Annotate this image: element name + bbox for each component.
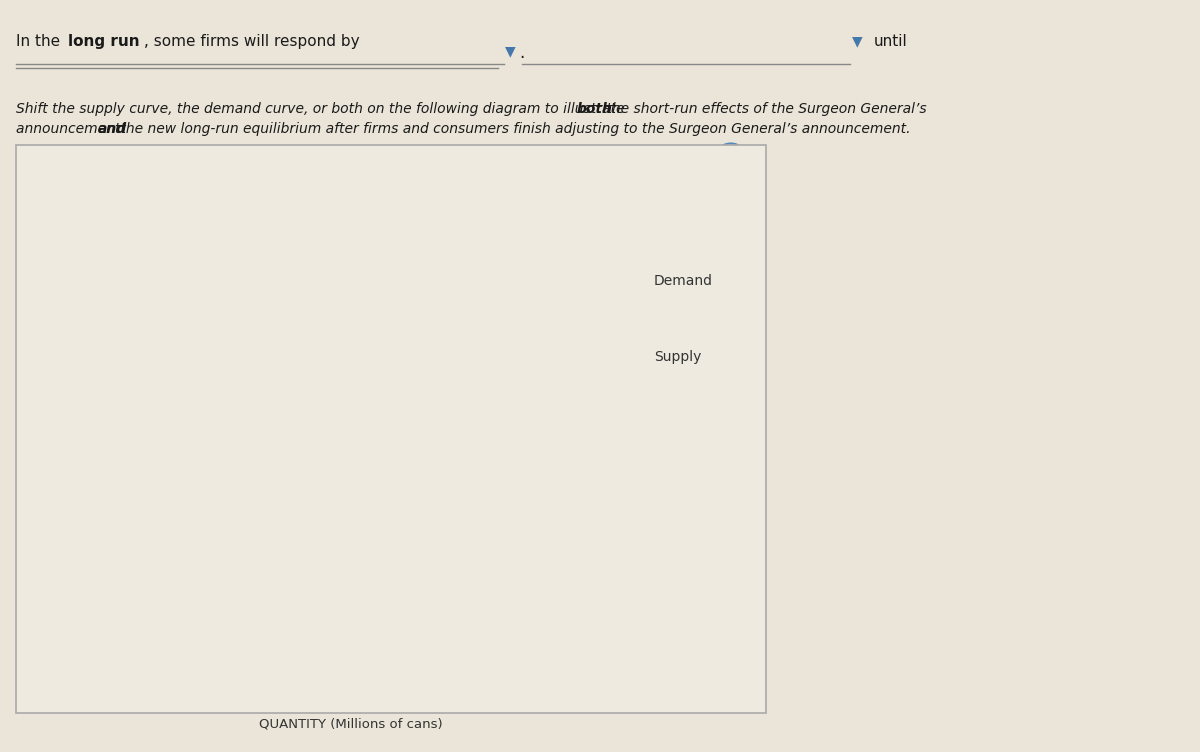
Text: long run: long run: [68, 34, 140, 49]
X-axis label: QUANTITY (Millions of cans): QUANTITY (Millions of cans): [259, 717, 443, 730]
Text: and: and: [97, 122, 127, 136]
Text: the short-run effects of the Surgeon General’s: the short-run effects of the Surgeon Gen…: [601, 102, 926, 116]
Text: Supply: Supply: [654, 350, 701, 364]
Text: announcement: announcement: [16, 122, 125, 136]
Text: Supply: Supply: [416, 301, 462, 314]
Text: until: until: [874, 34, 907, 49]
Text: ▼: ▼: [852, 34, 863, 48]
Text: the new long-run equilibrium after firms and consumers finish adjusting to the S: the new long-run equilibrium after firms…: [116, 122, 911, 136]
Text: ▼: ▼: [505, 44, 515, 58]
Text: Shift the supply curve, the demand curve, or both on the following diagram to il: Shift the supply curve, the demand curve…: [16, 102, 629, 116]
Text: .: .: [520, 44, 524, 62]
Text: Demand: Demand: [654, 274, 713, 289]
Text: , some firms will respond by: , some firms will respond by: [144, 34, 360, 49]
Y-axis label: PRICE (Dollars per can): PRICE (Dollars per can): [54, 378, 66, 532]
Text: ?: ?: [727, 152, 734, 167]
Text: both: both: [576, 102, 612, 116]
Text: Demand: Demand: [373, 546, 430, 559]
Text: In the: In the: [16, 34, 65, 49]
Circle shape: [715, 144, 746, 174]
